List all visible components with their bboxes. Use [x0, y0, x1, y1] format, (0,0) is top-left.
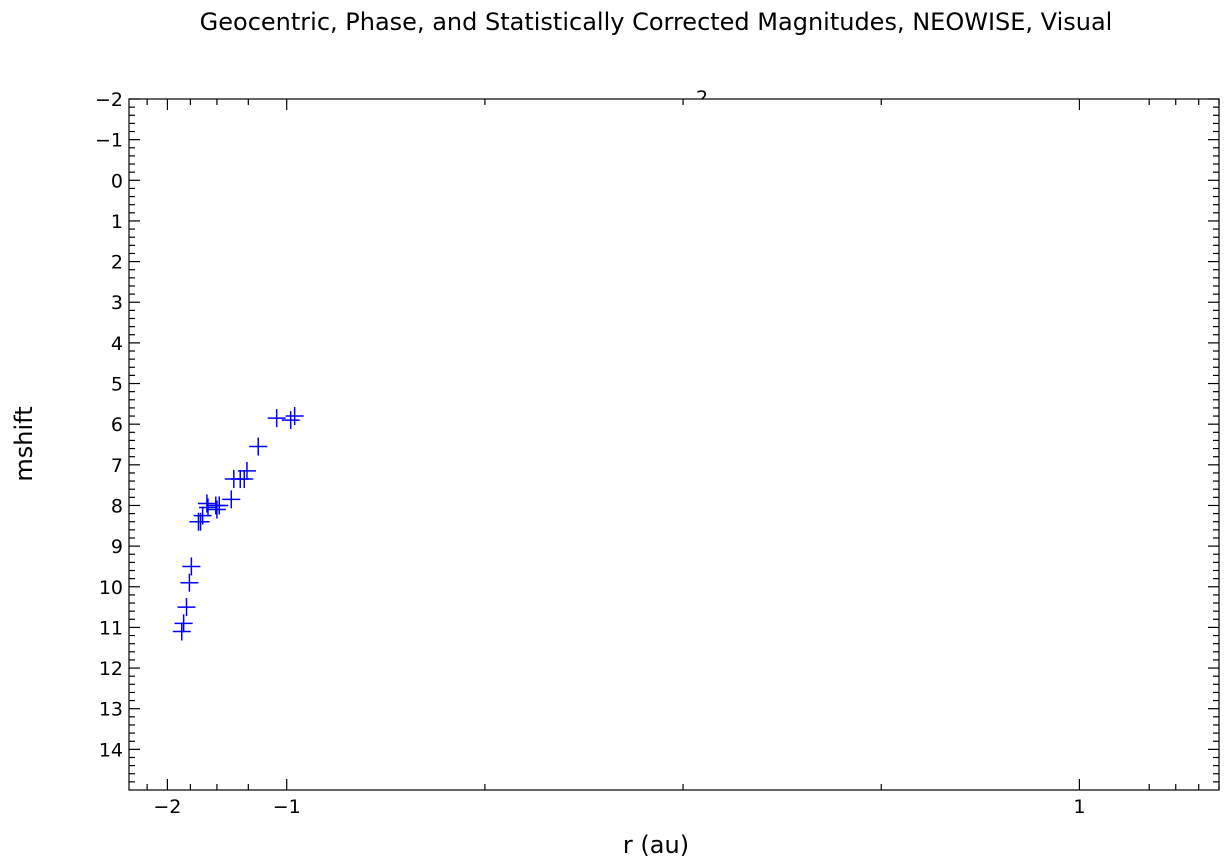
data-point — [172, 622, 191, 641]
x-tick-label: 1 — [1073, 796, 1085, 818]
y-tick-label: 6 — [111, 414, 123, 436]
data-point — [281, 411, 300, 430]
y-tick-label: 8 — [111, 495, 123, 517]
plot-area — [129, 99, 1219, 790]
data-point — [285, 407, 304, 426]
y-tick-label: 14 — [99, 739, 123, 761]
y-tick-label: 12 — [99, 658, 123, 680]
y-tick-label: 13 — [99, 699, 123, 721]
axis-ticks — [129, 98, 1220, 790]
y-tick-label: 3 — [111, 292, 123, 314]
y-tick-label: 0 — [111, 170, 123, 192]
data-point — [207, 500, 226, 519]
data-point — [249, 437, 268, 456]
data-point — [235, 470, 254, 489]
data-point — [237, 461, 256, 480]
x-axis-label: r (au) — [623, 831, 689, 859]
x-tick-label: −2 — [153, 796, 181, 818]
y-tick-label: 10 — [99, 577, 123, 599]
data-points — [172, 407, 304, 641]
y-tick-label: 9 — [111, 536, 123, 558]
y-tick-label: 1 — [111, 211, 123, 233]
data-point — [222, 490, 241, 509]
y-tick-label: 7 — [111, 455, 123, 477]
data-point — [177, 598, 196, 617]
data-point — [174, 614, 193, 633]
data-point — [180, 573, 199, 592]
data-point — [267, 409, 286, 428]
y-tick-label: 11 — [99, 617, 123, 639]
y-axis-label: mshift — [10, 406, 38, 481]
data-point — [182, 557, 201, 576]
y-tick-label: 5 — [111, 374, 123, 396]
plot-frame — [128, 98, 1220, 791]
y-tick-label: 2 — [111, 252, 123, 274]
data-point — [198, 498, 217, 517]
chart-title: Geocentric, Phase, and Statistically Cor… — [200, 8, 1113, 36]
y-tick-label: −2 — [95, 89, 123, 111]
y-tick-label: −1 — [95, 130, 123, 152]
x-tick-label: −1 — [273, 796, 301, 818]
data-point — [210, 496, 229, 515]
data-point — [197, 494, 216, 513]
y-tick-label: 4 — [111, 333, 123, 355]
